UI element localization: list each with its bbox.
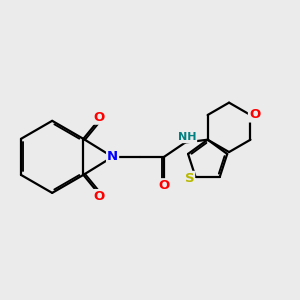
- Text: N: N: [107, 150, 118, 164]
- Text: S: S: [184, 172, 194, 185]
- Text: NH: NH: [178, 132, 196, 142]
- Text: O: O: [93, 111, 104, 124]
- Text: O: O: [249, 109, 260, 122]
- Text: O: O: [158, 179, 170, 192]
- Text: O: O: [93, 190, 104, 203]
